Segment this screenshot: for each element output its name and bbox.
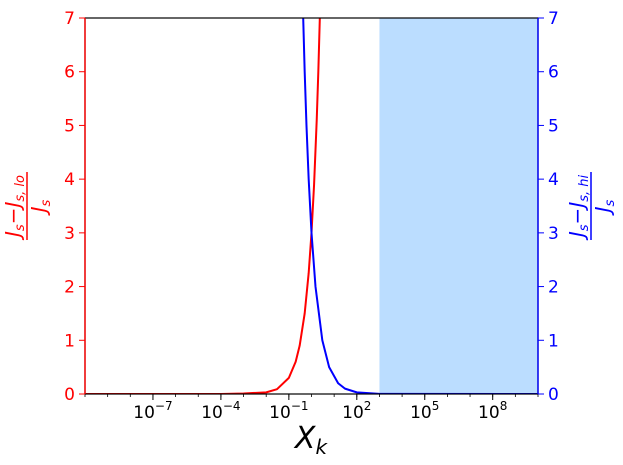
right-y-tick-label: 5 [548, 116, 559, 136]
left-y-tick-label: 3 [64, 224, 75, 244]
svg-text:Js−Js, hi: Js−Js, hi [565, 174, 592, 241]
series-line-right [302, 18, 538, 394]
right-y-tick-label: 1 [548, 331, 559, 351]
right-y-tick-label: 0 [548, 385, 559, 405]
svg-text:Js: Js [591, 199, 618, 216]
right-y-tick-label: 3 [548, 224, 559, 244]
x-tick-label: 108 [478, 399, 507, 423]
left-y-tick-label: 5 [64, 116, 75, 136]
svg-text:Js: Js [27, 199, 54, 216]
left-y-tick-label: 2 [64, 278, 75, 298]
x-tick-label: 10−4 [201, 399, 240, 423]
right-y-tick-label: 6 [548, 63, 559, 83]
svg-text:Js−Js, lo: Js−Js, lo [1, 175, 28, 241]
right-y-tick-label: 2 [548, 278, 559, 298]
right-y-tick-label: 4 [548, 170, 559, 190]
x-tick-label: 102 [342, 399, 371, 423]
left-y-tick-label: 0 [64, 385, 75, 405]
x-axis-label: Xk [293, 421, 329, 459]
series-line-left [85, 18, 321, 394]
left-y-axis-label: Js−Js, lo Js [1, 172, 54, 241]
left-y-tick-label: 7 [64, 9, 75, 29]
shaded-region [379, 18, 538, 394]
left-y-tick-label: 6 [64, 63, 75, 83]
left-y-tick-label: 4 [64, 170, 75, 190]
x-tick-label: 10−1 [269, 399, 308, 423]
x-tick-label: 105 [410, 399, 439, 423]
right-y-axis-label: Js−Js, hi Js [565, 172, 618, 241]
x-tick-label: 10−7 [133, 399, 172, 423]
left-y-tick-label: 1 [64, 331, 75, 351]
right-y-tick-label: 7 [548, 9, 559, 29]
